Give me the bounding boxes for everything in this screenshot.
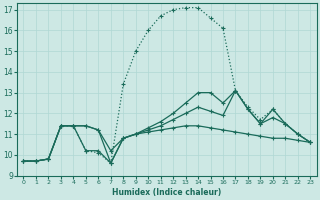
X-axis label: Humidex (Indice chaleur): Humidex (Indice chaleur): [112, 188, 221, 197]
